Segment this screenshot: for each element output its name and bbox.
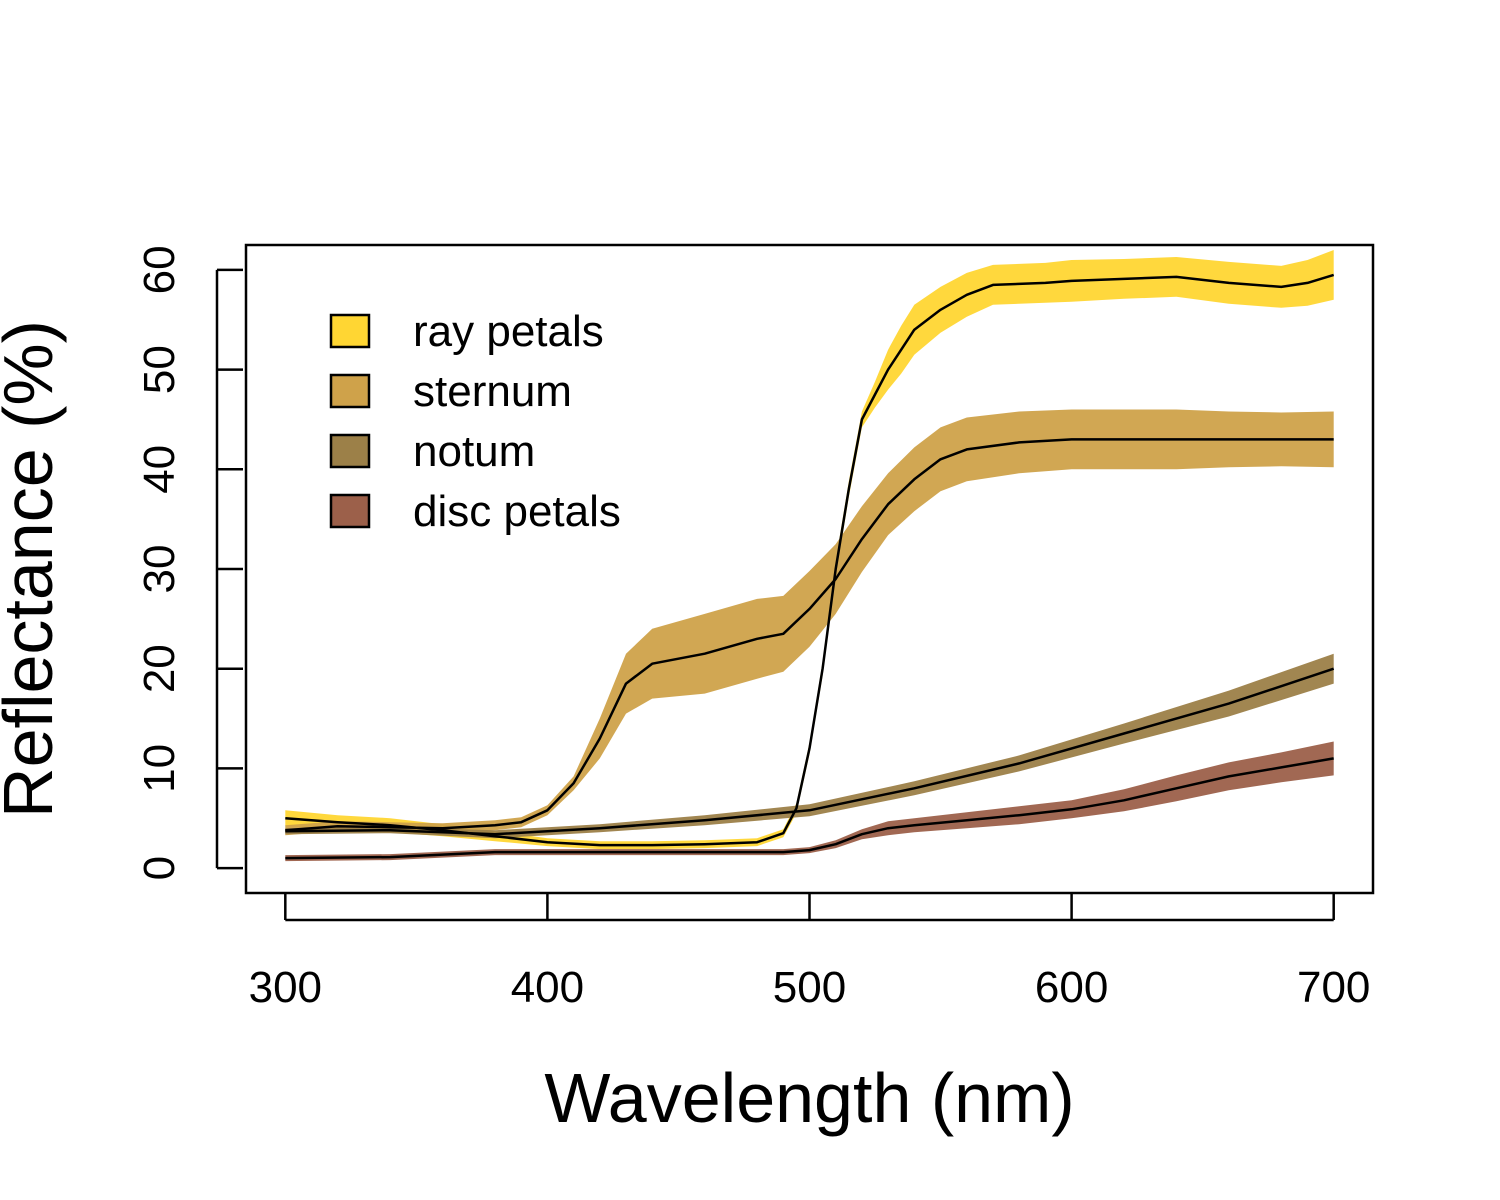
y-tick-label: 20: [135, 644, 184, 693]
line-sternum: [285, 438, 1334, 832]
legend-swatch-ray-petals: [329, 313, 371, 349]
line-disc-petals: [285, 757, 1334, 860]
mean-lines: [285, 273, 1335, 860]
x-tick-label: 300: [249, 963, 322, 1012]
band-sternum: [285, 409, 1334, 836]
x-tick-label: 700: [1297, 963, 1370, 1012]
x-axis-title: Wavelength (nm): [544, 1059, 1074, 1137]
x-tick-label: 600: [1035, 963, 1108, 1012]
x-tick-label: 500: [773, 963, 846, 1012]
line-ray-petals: [285, 273, 1335, 847]
legend-label-notum: notum: [413, 427, 535, 476]
plot-frame: [244, 243, 1375, 895]
legend-label-ray-petals: ray petals: [413, 307, 604, 356]
y-axis-title: Reflectance (%): [0, 320, 67, 818]
y-axis: 0 10 20 30 40 50 60: [135, 245, 243, 880]
y-tick-label: 0: [135, 856, 184, 880]
y-tick-label: 10: [135, 744, 184, 793]
legend: ray petals sternum notum disc petals: [329, 307, 621, 536]
x-axis: 300 400 500 600 700: [249, 894, 1370, 1012]
x-tick-label: 400: [511, 963, 584, 1012]
band-disc-petals: [285, 741, 1334, 862]
legend-swatch-sternum: [329, 373, 371, 409]
legend-swatch-disc-petals: [329, 493, 371, 529]
legend-swatch-notum: [329, 433, 371, 469]
legend-label-sternum: sternum: [413, 367, 572, 416]
y-tick-label: 30: [135, 545, 184, 594]
y-tick-label: 60: [135, 245, 184, 294]
line-notum: [285, 667, 1335, 836]
y-tick-label: 50: [135, 345, 184, 394]
y-tick-label: 40: [135, 445, 184, 494]
legend-label-disc-petals: disc petals: [413, 487, 621, 536]
